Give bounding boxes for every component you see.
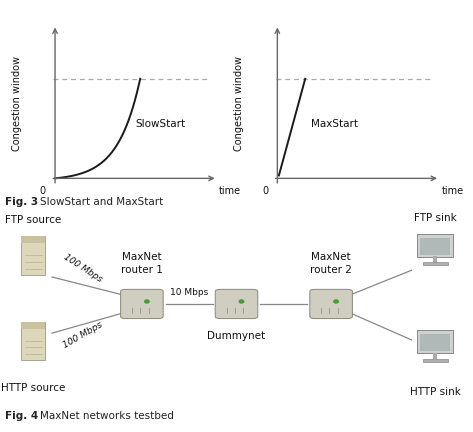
Bar — [21, 236, 45, 275]
Text: HTTP sink: HTTP sink — [410, 387, 461, 397]
Bar — [417, 330, 453, 353]
Text: Fig. 3: Fig. 3 — [5, 197, 38, 206]
Text: 100 Mbps: 100 Mbps — [61, 321, 104, 350]
Text: Fig. 4: Fig. 4 — [5, 411, 38, 421]
FancyBboxPatch shape — [121, 289, 163, 318]
Text: FTP source: FTP source — [5, 215, 61, 226]
Ellipse shape — [144, 299, 150, 304]
Bar — [433, 353, 438, 359]
FancyBboxPatch shape — [215, 289, 258, 318]
Bar — [21, 236, 45, 243]
Text: 0: 0 — [40, 186, 46, 196]
Bar — [423, 359, 447, 362]
Ellipse shape — [238, 299, 245, 304]
Bar — [420, 238, 450, 255]
Bar — [420, 334, 450, 352]
Text: Congestion window: Congestion window — [234, 56, 244, 151]
Text: Congestion window: Congestion window — [12, 56, 22, 151]
Text: 100 Mbps: 100 Mbps — [62, 252, 104, 284]
Ellipse shape — [333, 299, 339, 304]
Bar — [417, 234, 453, 257]
Text: Dummynet: Dummynet — [208, 331, 265, 341]
Text: time: time — [219, 186, 241, 196]
FancyBboxPatch shape — [310, 289, 352, 318]
Text: SlowStart: SlowStart — [136, 119, 186, 129]
Text: MaxStart: MaxStart — [311, 119, 359, 129]
Bar — [21, 322, 45, 360]
Text: SlowStart and MaxStart: SlowStart and MaxStart — [40, 197, 164, 206]
Text: FTP sink: FTP sink — [414, 213, 456, 223]
Bar — [423, 262, 447, 265]
Text: MaxNet networks testbed: MaxNet networks testbed — [40, 411, 174, 421]
Text: MaxNet
router 2: MaxNet router 2 — [310, 252, 352, 275]
Text: time: time — [441, 186, 464, 196]
Text: MaxNet
router 1: MaxNet router 1 — [121, 252, 163, 275]
Bar — [433, 256, 438, 263]
Text: HTTP source: HTTP source — [1, 383, 65, 393]
Bar — [21, 322, 45, 329]
Text: 10 Mbps: 10 Mbps — [170, 288, 208, 297]
Text: 0: 0 — [262, 186, 268, 196]
